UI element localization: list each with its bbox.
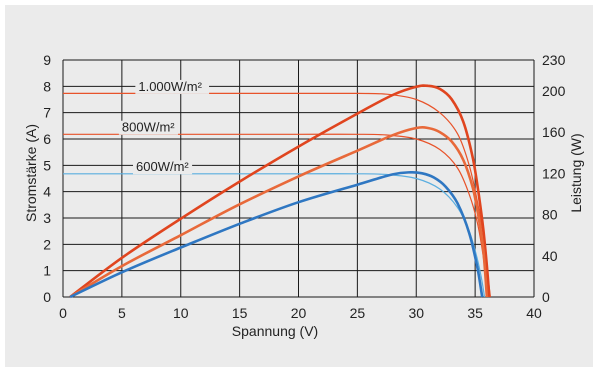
y-left-tick-label: 6 bbox=[43, 131, 51, 147]
x-tick-labels: 0 5 10 15 20 25 30 35 40 bbox=[59, 305, 542, 321]
y-left-tick-label: 0 bbox=[43, 289, 51, 305]
y-left-tick-label: 8 bbox=[43, 78, 51, 94]
irradiance-label: 800W/m² bbox=[122, 120, 175, 135]
x-tick-label: 40 bbox=[526, 305, 542, 321]
y-left-tick-label: 4 bbox=[43, 184, 51, 200]
y-left-tick-label: 7 bbox=[43, 105, 51, 121]
y-right-tick-label: 160 bbox=[542, 124, 566, 140]
x-tick-label: 20 bbox=[291, 305, 307, 321]
label-background bbox=[135, 79, 210, 94]
chart-panel: 1.000W/m² 800W/m² 600W/m² 0 5 10 15 20 25 30 35 40… bbox=[5, 5, 593, 367]
y-left-tick-label: 9 bbox=[43, 52, 51, 68]
y-left-tick-label: 5 bbox=[43, 157, 51, 173]
y-right-axis-title: Leistung (W) bbox=[568, 133, 584, 212]
x-axis-title: Spannung (V) bbox=[232, 323, 318, 339]
y-right-tick-label: 230 bbox=[542, 52, 566, 68]
y-left-axis-title: Stromstärke (A) bbox=[23, 124, 39, 222]
current-curve-series bbox=[63, 173, 486, 298]
y-right-tick-label: 80 bbox=[542, 207, 558, 223]
x-tick-label: 30 bbox=[408, 305, 424, 321]
x-tick-label: 25 bbox=[350, 305, 366, 321]
x-tick-label: 5 bbox=[118, 305, 126, 321]
power-curve-series bbox=[69, 125, 489, 299]
y-right-tick-label: 120 bbox=[542, 165, 566, 181]
y-left-tick-label: 1 bbox=[43, 263, 51, 279]
y-left-tick-labels: 0 1 2 3 4 5 6 7 8 9 bbox=[43, 52, 51, 305]
y-left-tick-label: 2 bbox=[43, 236, 51, 252]
label-background bbox=[118, 120, 178, 135]
y-right-tick-labels: 0 40 80 120 160 200 230 bbox=[542, 52, 566, 305]
x-tick-label: 0 bbox=[59, 305, 67, 321]
curves bbox=[62, 84, 491, 299]
power-curve-series bbox=[69, 170, 484, 299]
x-tick-label: 35 bbox=[467, 305, 483, 321]
irradiance-label: 600W/m² bbox=[136, 159, 189, 174]
irradiance-label: 1.000W/m² bbox=[138, 79, 202, 94]
y-right-tick-label: 200 bbox=[542, 83, 566, 99]
irradiance-labels: 1.000W/m² 800W/m² 600W/m² bbox=[118, 79, 210, 175]
x-tick-label: 15 bbox=[232, 305, 248, 321]
current-curve-series bbox=[62, 133, 489, 298]
y-right-tick-label: 0 bbox=[542, 289, 550, 305]
power-curve-series bbox=[69, 84, 491, 299]
y-right-tick-label: 40 bbox=[542, 248, 558, 264]
x-tick-label: 10 bbox=[173, 305, 189, 321]
y-left-tick-label: 3 bbox=[43, 210, 51, 226]
label-background bbox=[133, 160, 193, 175]
